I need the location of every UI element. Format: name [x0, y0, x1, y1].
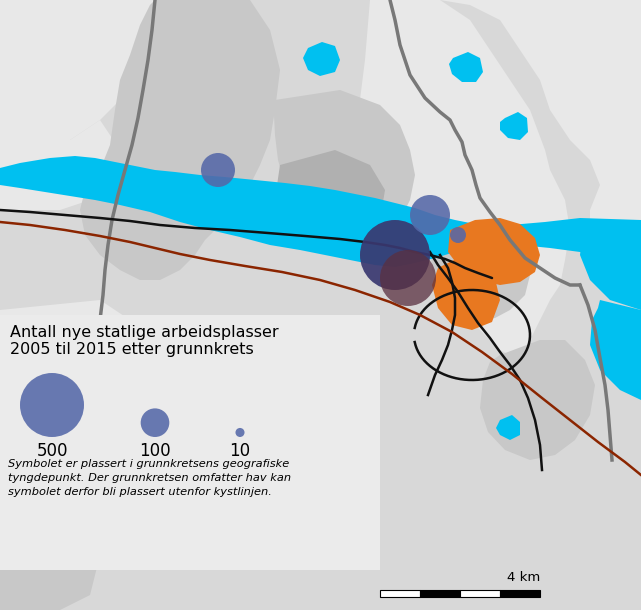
Circle shape: [360, 220, 430, 290]
Text: 10: 10: [229, 442, 251, 460]
Polygon shape: [80, 0, 280, 280]
Polygon shape: [0, 535, 100, 610]
Text: 4 km: 4 km: [507, 571, 540, 584]
Text: Symbolet er plassert i grunnkretsens geografiske: Symbolet er plassert i grunnkretsens geo…: [8, 459, 289, 469]
Polygon shape: [496, 415, 520, 440]
Circle shape: [380, 250, 436, 306]
Polygon shape: [276, 150, 385, 240]
Polygon shape: [449, 52, 483, 82]
Polygon shape: [0, 0, 155, 140]
Circle shape: [410, 195, 450, 235]
Polygon shape: [88, 165, 130, 200]
Polygon shape: [0, 440, 95, 550]
Polygon shape: [448, 218, 540, 285]
Text: symbolet derfor bli plassert utenfor kystlinjen.: symbolet derfor bli plassert utenfor kys…: [8, 487, 272, 497]
Bar: [500, 590, 540, 597]
Polygon shape: [0, 300, 130, 450]
Polygon shape: [370, 0, 641, 280]
Bar: [460, 590, 500, 597]
Polygon shape: [590, 300, 641, 400]
Polygon shape: [274, 90, 415, 250]
Text: 100: 100: [139, 442, 171, 460]
Text: Antall nye statlige arbeidsplasser: Antall nye statlige arbeidsplasser: [10, 325, 279, 340]
Circle shape: [20, 373, 84, 437]
Polygon shape: [430, 225, 530, 320]
Bar: [420, 590, 460, 597]
Circle shape: [140, 408, 169, 437]
Bar: [0, 315, 380, 570]
Polygon shape: [500, 112, 528, 140]
Text: tyngdepunkt. Der grunnkretsen omfatter hav kan: tyngdepunkt. Der grunnkretsen omfatter h…: [8, 473, 291, 483]
Polygon shape: [0, 156, 641, 267]
Polygon shape: [480, 340, 595, 460]
Polygon shape: [580, 220, 641, 310]
Text: 500: 500: [37, 442, 68, 460]
Circle shape: [235, 428, 244, 437]
Text: 2005 til 2015 etter grunnkrets: 2005 til 2015 etter grunnkrets: [10, 342, 254, 357]
Bar: [380, 590, 420, 597]
Circle shape: [201, 153, 235, 187]
Circle shape: [450, 227, 466, 243]
Polygon shape: [355, 0, 570, 360]
Polygon shape: [303, 42, 340, 76]
Polygon shape: [432, 258, 500, 330]
Polygon shape: [0, 120, 120, 210]
